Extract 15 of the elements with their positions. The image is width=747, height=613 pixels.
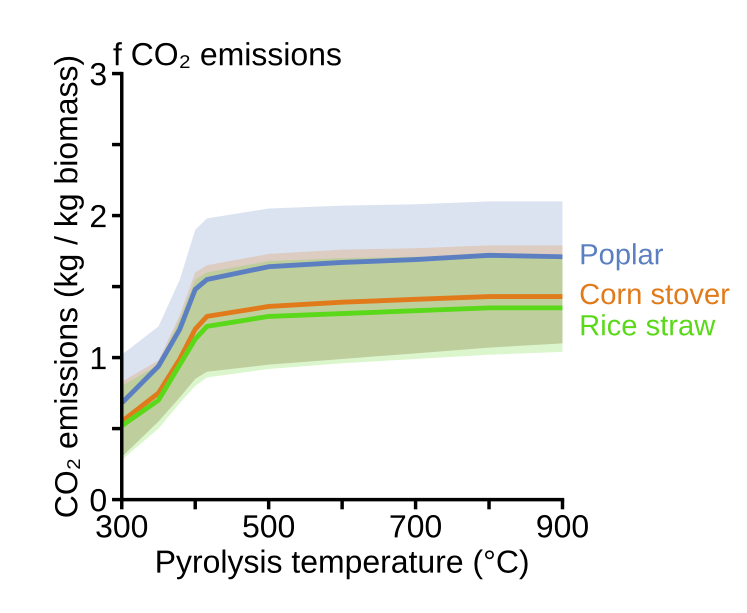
x-tick-label: 900	[537, 515, 588, 538]
series-label: Rice straw	[582, 314, 716, 336]
series-label: Poplar	[582, 243, 663, 270]
series-label: Corn stover	[580, 284, 730, 304]
chart-title: f CO₂ emissions	[113, 42, 341, 68]
y-tick-label: 1	[92, 347, 106, 370]
y-tick-label: 2	[91, 204, 106, 228]
x-tick-label: 500	[243, 515, 294, 538]
x-tick-label: 700	[390, 515, 441, 538]
line-series	[122, 252, 562, 406]
x-tick-label: 300	[96, 515, 148, 538]
y-tick-label: 0	[90, 488, 106, 512]
y-tick-label: 3	[90, 62, 106, 86]
x-axis-title: Pyrolysis temperature (°C)	[157, 550, 528, 580]
y-axis-title: CO₂ emissions (kg / kg biomass)	[54, 56, 84, 517]
